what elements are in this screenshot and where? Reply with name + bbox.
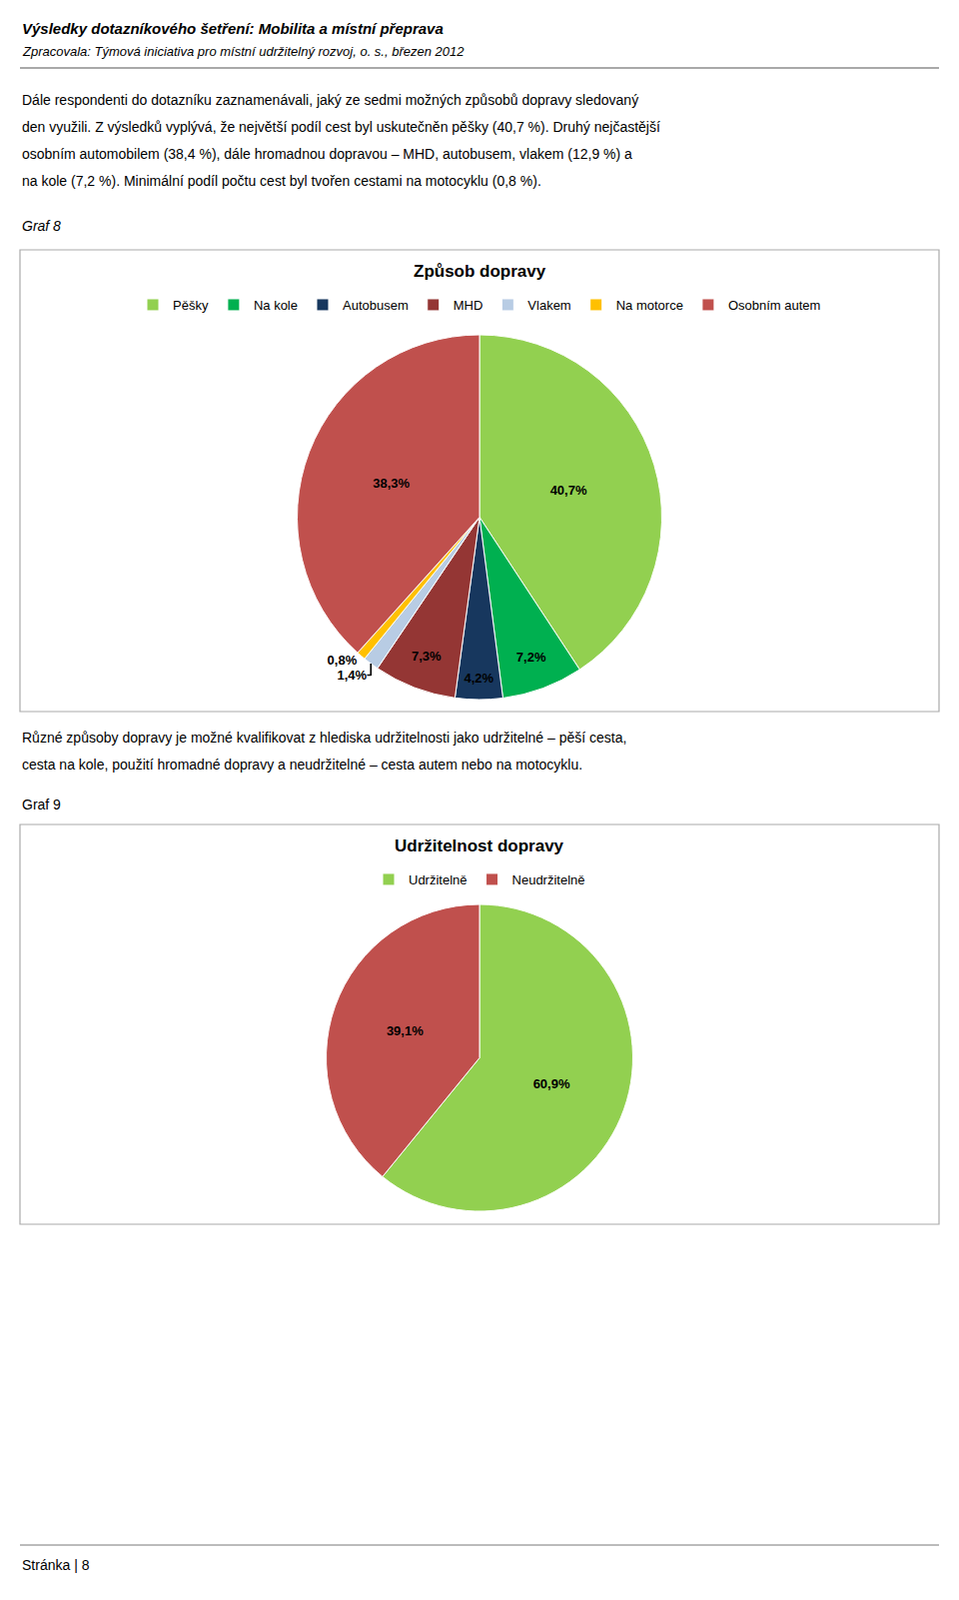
svg-text:Způsob dopravy: Způsob dopravy [413,261,547,281]
svg-text:den využili. Z výsledků vyplýv: den využili. Z výsledků vyplývá, že nejv… [21,118,661,135]
svg-text:Autobusem: Autobusem [342,297,409,313]
svg-text:Výsledky dotazníkového šetření: Výsledky dotazníkového šetření: Mobilita… [21,19,444,37]
svg-text:39,1%: 39,1% [386,1022,424,1038]
svg-text:Vlakem: Vlakem [527,297,571,313]
svg-text:Pěšky: Pěšky [172,297,209,313]
svg-text:Na kole: Na kole [253,297,298,313]
svg-text:38,3%: 38,3% [372,475,410,491]
svg-text:Graf 8: Graf 8 [21,217,61,234]
svg-text:Různé způsoby dopravy je možné: Různé způsoby dopravy je možné kvalifiko… [21,729,627,746]
svg-text:cesta na kole, použití hromadn: cesta na kole, použití hromadné dopravy … [21,756,583,773]
svg-text:na kole (7,2 %). Minimální pod: na kole (7,2 %). Minimální podíl počtu c… [21,172,542,189]
svg-text:Udržitelnost dopravy: Udržitelnost dopravy [394,836,565,856]
svg-text:MHD: MHD [453,297,484,313]
svg-text:4,2%: 4,2% [463,670,494,686]
svg-text:7,3%: 7,3% [411,648,442,664]
svg-text:Osobním autem: Osobním autem [728,297,822,313]
svg-text:0,8%: 0,8% [327,652,358,668]
svg-text:Neudržitelně: Neudržitelně [512,872,586,888]
svg-text:7,2%: 7,2% [516,649,547,665]
svg-text:Zpracovala: Týmová iniciativa: Zpracovala: Týmová iniciativa pro místní… [21,43,465,59]
svg-text:1,4%: 1,4% [336,667,367,683]
svg-text:Stránka | 8: Stránka | 8 [21,1556,90,1573]
svg-text:40,7%: 40,7% [550,482,588,498]
svg-text:Dále respondenti do dotazníku: Dále respondenti do dotazníku zaznamenáv… [21,91,639,108]
svg-text:60,9%: 60,9% [533,1075,571,1091]
svg-text:Na motorce: Na motorce [616,297,684,313]
svg-text:osobním automobilem (38,4 %),: osobním automobilem (38,4 %), dále hroma… [21,145,633,162]
svg-text:Udržitelně: Udržitelně [408,872,468,888]
svg-text:Graf 9: Graf 9 [21,796,61,813]
